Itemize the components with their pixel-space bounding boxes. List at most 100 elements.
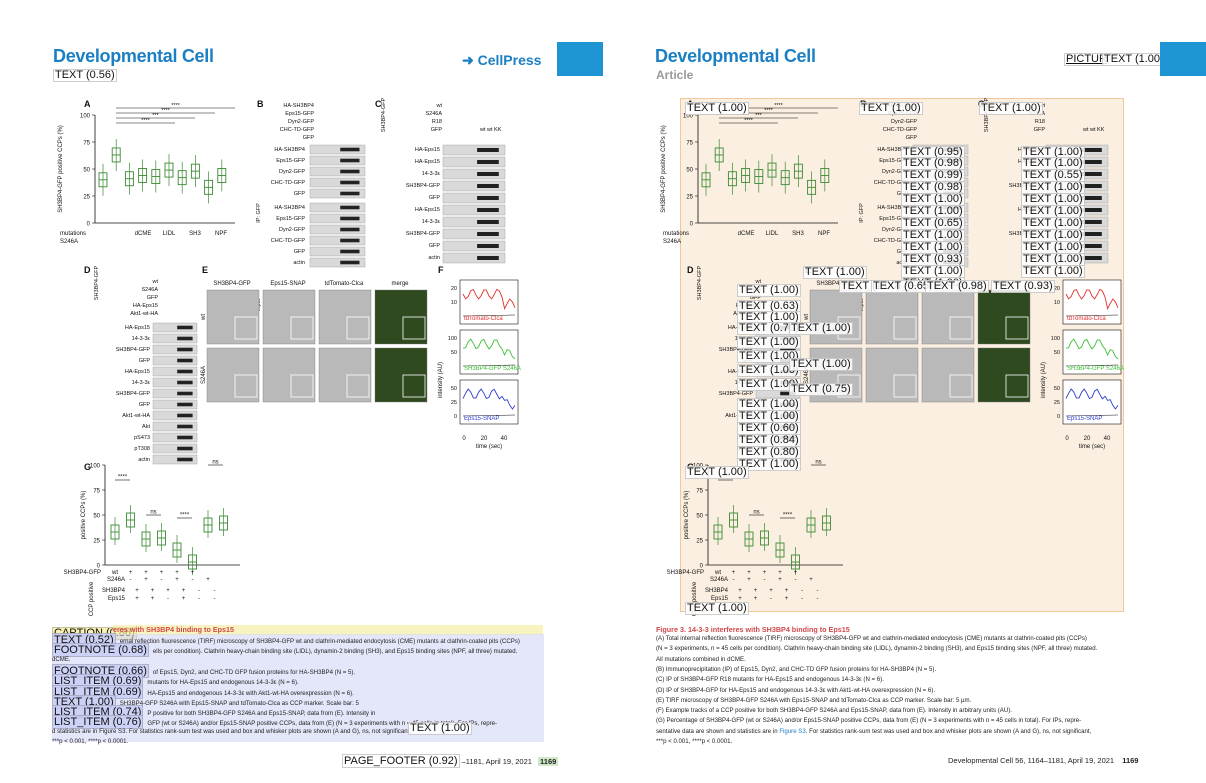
band [340, 249, 360, 254]
row-value: + [785, 596, 789, 602]
microscopy-column-label: merge [391, 281, 409, 287]
row-value: - [795, 577, 797, 583]
footer-annotation: PAGE_FOOTER (0.92) [342, 754, 460, 768]
row-value: - [801, 596, 803, 602]
y-tick-label: 50 [451, 386, 457, 392]
trace-line [462, 288, 516, 310]
baseline-trace [1065, 414, 1119, 417]
band-label: CHC-TD-GFP [271, 180, 306, 186]
footer-text: Developmental Cell 56, 1164–1181, April … [948, 756, 1115, 765]
band [340, 260, 360, 265]
trace-line [462, 338, 516, 360]
caption-line: (G) Percentage of SH3BP4-GFP (wt or S246… [656, 717, 1081, 724]
blot-strip [309, 213, 366, 224]
y-tick-label: 50 [1054, 350, 1060, 356]
row-value: - [817, 596, 819, 602]
blot-strip [152, 410, 198, 421]
blot-strip [152, 355, 198, 366]
band-label: GFP [139, 358, 151, 364]
left-page: Developmental Cell TEXT (0.56) ➜ CellPre… [52, 42, 603, 768]
row-label: S246A [60, 239, 78, 245]
caption-text: (G) Percentage of SH3BP4-GFP (wt or S246… [656, 717, 1082, 725]
y-tick-label: 100 [448, 336, 457, 342]
band [477, 172, 499, 176]
brand-block [557, 42, 603, 76]
y-tick-label: 100 [90, 464, 101, 470]
trace-label: Eps15-SNAP [464, 416, 499, 422]
figure-annotation: TEXT (0.98) [901, 181, 965, 194]
row-value: - [130, 577, 132, 583]
inline-annotation: TEXT (1.00) [408, 722, 472, 735]
trace-line [1065, 388, 1119, 410]
trace-frame [459, 329, 519, 375]
caption-line: dCME. [52, 656, 71, 663]
caption-title: Figure 3. 14-3-3 interferes with SH3BP4 … [656, 625, 850, 634]
x-group-label: SH3 [792, 231, 804, 237]
row-label: S246A [710, 577, 728, 583]
row-value: + [763, 570, 767, 576]
zoom-inset [402, 374, 426, 398]
trace-line [1065, 338, 1119, 360]
y-tick-label: 75 [93, 489, 100, 495]
band-label: Eps15-GFP [276, 158, 305, 164]
blot-header: Dyn2-GFP [288, 119, 314, 125]
band-label: GFP [429, 243, 441, 249]
blot-header: GFP [147, 295, 159, 301]
blot-strip [442, 216, 506, 228]
figure-annotation: TEXT (1.00) [789, 358, 853, 371]
blot-strip [442, 204, 506, 216]
blot-strip [309, 177, 366, 188]
band-label: 14-3-3ε [422, 219, 441, 225]
caption-text: (F) Example tracks of a CCP positive for… [656, 707, 1012, 715]
band-label: CHC-TD-GFP [874, 238, 909, 244]
x-tick-label: 40 [1104, 436, 1111, 442]
significance-label: *** [755, 113, 762, 119]
figure-annotation: TEXT (0.70) [737, 322, 801, 335]
zoom-inset [949, 374, 973, 398]
row-value: + [135, 588, 139, 594]
x-group-label: NPF [215, 231, 227, 237]
trace-label: SH3BP4-GFP S246A [464, 366, 521, 372]
zoom-inset [346, 374, 370, 398]
zoom-inset [346, 316, 370, 340]
significance-label: **** [744, 118, 753, 124]
figure-s3-link[interactable]: Figure S3 [779, 727, 806, 735]
row-value: - [817, 588, 819, 594]
band-label: HA-SH3BP4 [877, 205, 908, 211]
blot-strip [152, 377, 198, 388]
baseline-trace [462, 314, 516, 317]
blot-strip [152, 421, 198, 432]
row-value: + [166, 588, 170, 594]
blot-header: GFP [303, 135, 315, 141]
y-axis-label: SH3BP4-GFP positive CCPs (%) [58, 125, 64, 213]
x-tick-label: 40 [501, 436, 508, 442]
band [177, 435, 193, 440]
blot-header: CHC-TD-GFP [280, 127, 315, 133]
band-label: HA-SH3BP4 [274, 147, 305, 153]
x-tick-label: 20 [1084, 436, 1091, 442]
row-value: - [198, 596, 200, 602]
blot-strip [152, 443, 198, 454]
caption-line: ***p < 0.001, ****p < 0.0001. [656, 738, 732, 745]
caption-text: ells per condition). Clathrin heavy-chai… [152, 648, 518, 656]
blot-header: S246A [141, 287, 158, 293]
band-label: HA-Eps15 [415, 147, 440, 153]
band [1080, 208, 1102, 212]
x-tick-label: 0 [1065, 436, 1069, 442]
caption-line: (C) IP of SH3BP4-GFP R18 mutants for HA-… [656, 676, 884, 683]
y-axis-label: intensity (AU) [438, 362, 444, 398]
figure-annotation: TEXT (1.00) [737, 350, 801, 363]
zoom-inset [1005, 316, 1029, 340]
caption-text: SH3BP4-GFP S246A with Eps15-SNAP and tdT… [119, 699, 359, 707]
band [1080, 256, 1102, 260]
band [340, 227, 360, 232]
blot-strip [309, 246, 366, 257]
row-value: + [129, 570, 133, 576]
band [340, 147, 360, 152]
band [477, 208, 499, 212]
figure-annotation: TEXT (1.00) [685, 602, 749, 615]
x-axis-label: time (sec) [476, 444, 502, 450]
band [477, 256, 499, 260]
row-value: - [214, 596, 216, 602]
